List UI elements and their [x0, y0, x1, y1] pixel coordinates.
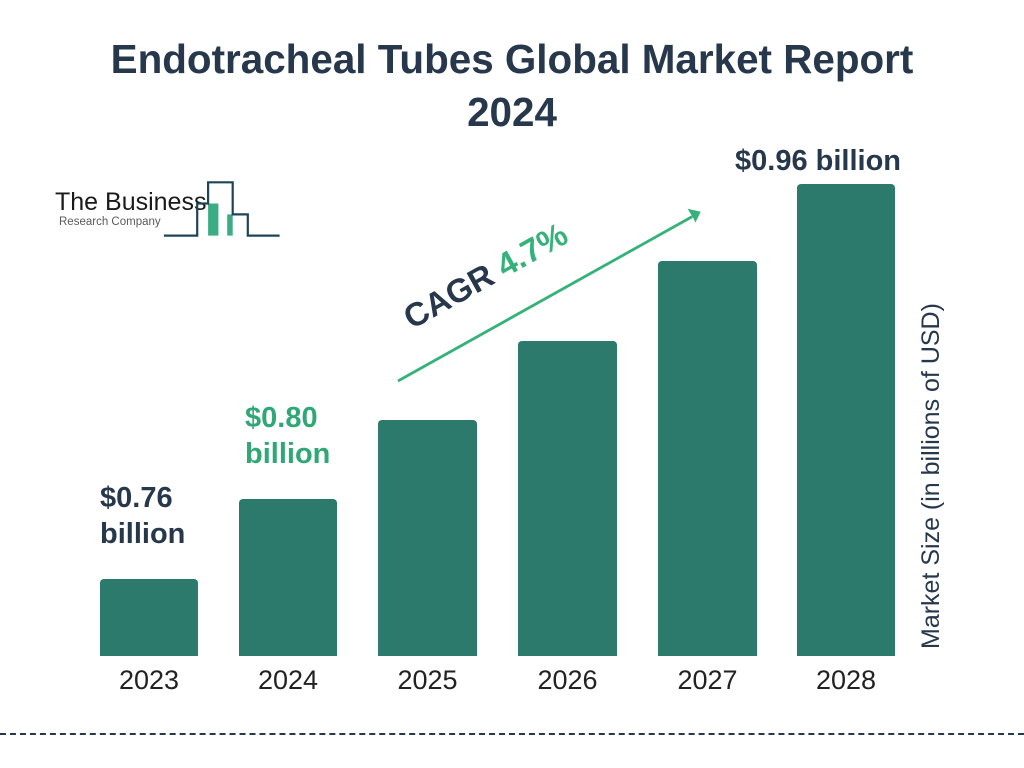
- svg-text:CAGR 4.7%: CAGR 4.7%: [397, 215, 574, 336]
- svg-text:Research Company: Research Company: [59, 216, 161, 228]
- svg-text:The Business: The Business: [55, 188, 206, 216]
